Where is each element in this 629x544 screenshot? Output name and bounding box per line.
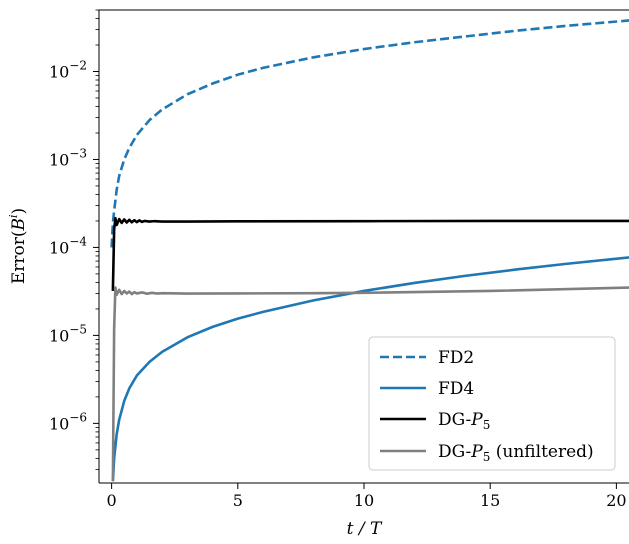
x-tick-label: 0 xyxy=(107,491,117,510)
y-axis-label: Error(Bi) xyxy=(7,208,29,284)
legend-label-dg-p5-unfiltered: DG-P5 (unfiltered) xyxy=(438,442,594,464)
y-ticks: 10−6 10−5 10−4 10−3 10−2 xyxy=(49,9,99,470)
x-axis-label: t / T xyxy=(347,519,383,539)
series-line-0 xyxy=(110,19,629,248)
y-tick-label: 10−2 xyxy=(49,58,87,81)
x-tick-label: 15 xyxy=(480,491,500,510)
legend: FD2 FD4 DG-P5 DG-P5 (unfiltered) xyxy=(368,336,616,471)
series-layer xyxy=(110,19,629,482)
y-tick-label: 10−5 xyxy=(49,322,87,345)
x-ticks: 0 5 10 15 20 xyxy=(107,483,627,510)
legend-label-fd2: FD2 xyxy=(438,348,474,368)
series-line-1 xyxy=(111,256,629,482)
legend-label-fd4: FD4 xyxy=(438,379,474,399)
y-tick-label: 10−4 xyxy=(49,234,87,257)
y-tick-label: 10−3 xyxy=(49,146,87,169)
legend-label-dg-p5: DG-P5 xyxy=(438,410,490,432)
series-line-3 xyxy=(111,286,629,482)
y-tick-label: 10−6 xyxy=(49,410,87,433)
x-tick-label: 10 xyxy=(354,491,374,510)
legend-frame xyxy=(368,336,616,471)
x-tick-label: 20 xyxy=(606,491,626,510)
x-tick-label: 5 xyxy=(233,491,243,510)
series-line-2 xyxy=(111,216,629,291)
